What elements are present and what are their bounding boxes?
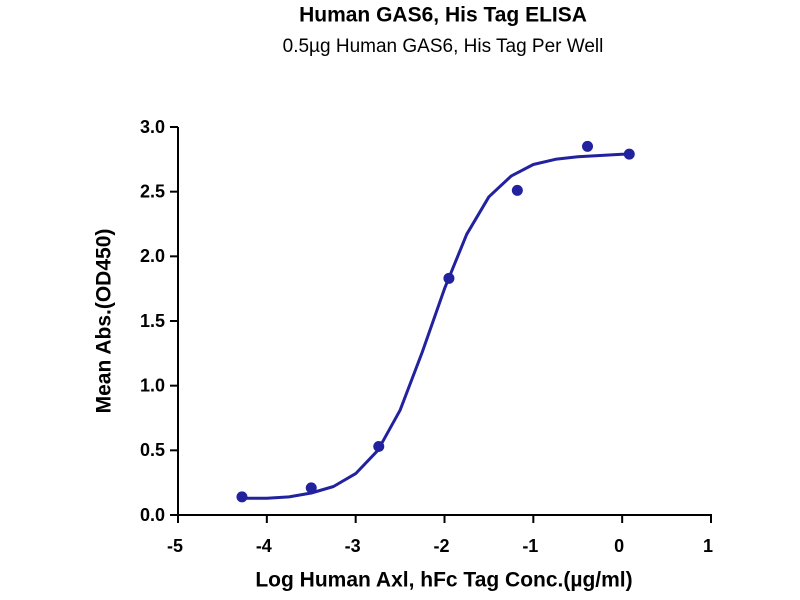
y-tick-label: 0.5 <box>140 440 165 460</box>
chart-subtitle: 0.5µg Human GAS6, His Tag Per Well <box>283 36 604 57</box>
y-axis-label: Mean Abs.(OD450) <box>93 229 116 414</box>
x-tick-label: 1 <box>703 536 713 556</box>
data-point <box>582 140 594 152</box>
x-tick-label: -1 <box>522 536 538 556</box>
y-tick-label: 3.0 <box>140 117 165 137</box>
data-point <box>305 482 317 494</box>
data-point <box>511 184 523 196</box>
y-tick-label: 2.0 <box>140 246 165 266</box>
y-tick-label: 2.5 <box>140 181 165 201</box>
chart-title: Human GAS6, His Tag ELISA <box>299 4 587 27</box>
y-tick-label: 1.0 <box>140 375 165 395</box>
x-tick-label: -5 <box>167 536 183 556</box>
y-tick-label: 1.5 <box>140 311 165 331</box>
fit-curve <box>242 152 630 500</box>
x-axis-label: Log Human Axl, hFc Tag Conc.(µg/ml) <box>255 569 632 592</box>
x-tick-label: -2 <box>433 536 449 556</box>
y-tick-label: 0.0 <box>140 505 165 525</box>
x-tick-label: 0 <box>614 536 624 556</box>
x-tick-label: -3 <box>345 536 361 556</box>
x-tick-label: -4 <box>256 536 272 556</box>
